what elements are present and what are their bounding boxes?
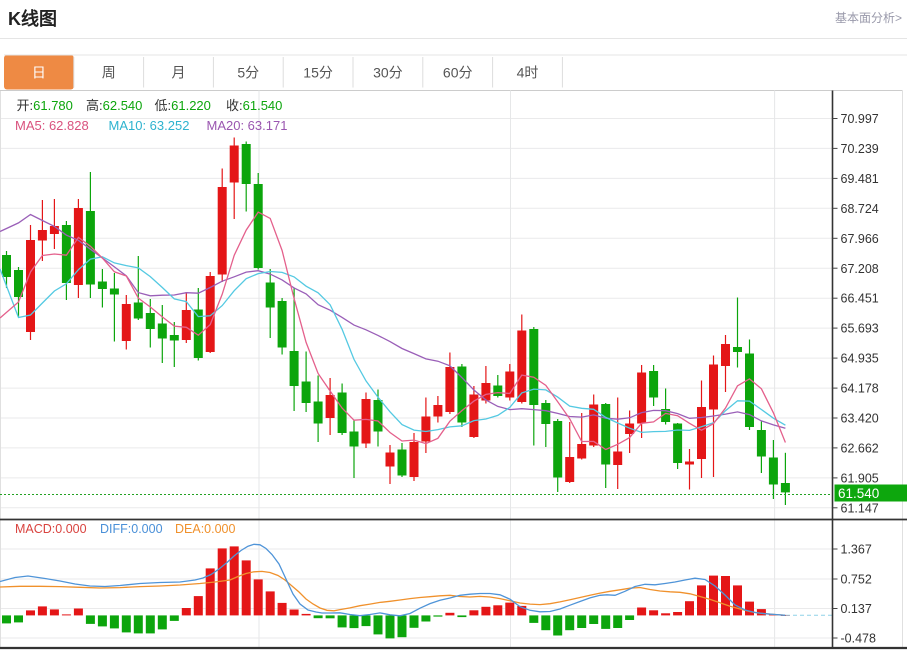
svg-text:4时: 4时 bbox=[517, 64, 539, 80]
svg-text:周: 周 bbox=[102, 64, 116, 80]
svg-text:K线图: K线图 bbox=[8, 8, 57, 29]
svg-text:30分: 30分 bbox=[373, 64, 403, 80]
svg-text:65.693: 65.693 bbox=[841, 322, 879, 336]
svg-text:低:61.220: 低:61.220 bbox=[155, 98, 211, 113]
svg-text:-0.478: -0.478 bbox=[841, 632, 876, 646]
svg-text:基本面分析>: 基本面分析> bbox=[835, 11, 902, 25]
svg-text:1.367: 1.367 bbox=[841, 543, 872, 557]
svg-text:67.966: 67.966 bbox=[841, 232, 879, 246]
svg-text:开:61.780: 开:61.780 bbox=[17, 98, 73, 113]
svg-text:61.147: 61.147 bbox=[841, 501, 879, 515]
svg-text:64.178: 64.178 bbox=[841, 382, 879, 396]
svg-text:DEA:0.000: DEA:0.000 bbox=[175, 522, 236, 536]
svg-text:0.137: 0.137 bbox=[841, 602, 872, 616]
svg-text:69.481: 69.481 bbox=[841, 172, 879, 186]
svg-text:月: 月 bbox=[172, 64, 186, 80]
svg-text:15分: 15分 bbox=[303, 64, 333, 80]
svg-text:66.451: 66.451 bbox=[841, 292, 879, 306]
svg-text:MA10: 63.252: MA10: 63.252 bbox=[109, 118, 190, 133]
svg-text:收:61.540: 收:61.540 bbox=[226, 98, 282, 113]
svg-text:63.420: 63.420 bbox=[841, 412, 879, 426]
svg-text:5分: 5分 bbox=[237, 64, 259, 80]
svg-text:MA5: 62.828: MA5: 62.828 bbox=[15, 118, 89, 133]
svg-text:DIFF:0.000: DIFF:0.000 bbox=[100, 522, 163, 536]
svg-text:高:62.540: 高:62.540 bbox=[86, 98, 142, 113]
svg-text:62.662: 62.662 bbox=[841, 441, 879, 455]
svg-text:61.540: 61.540 bbox=[838, 486, 879, 501]
svg-text:日: 日 bbox=[32, 64, 46, 80]
svg-text:68.724: 68.724 bbox=[841, 202, 879, 216]
svg-text:0.752: 0.752 bbox=[841, 573, 872, 587]
svg-text:64.935: 64.935 bbox=[841, 352, 879, 366]
svg-text:60分: 60分 bbox=[443, 64, 473, 80]
svg-text:61.905: 61.905 bbox=[841, 471, 879, 485]
svg-text:MACD:0.000: MACD:0.000 bbox=[15, 522, 87, 536]
svg-text:67.208: 67.208 bbox=[841, 262, 879, 276]
svg-text:70.997: 70.997 bbox=[841, 112, 879, 126]
svg-text:70.239: 70.239 bbox=[841, 142, 879, 156]
svg-text:MA20: 63.171: MA20: 63.171 bbox=[207, 118, 288, 133]
